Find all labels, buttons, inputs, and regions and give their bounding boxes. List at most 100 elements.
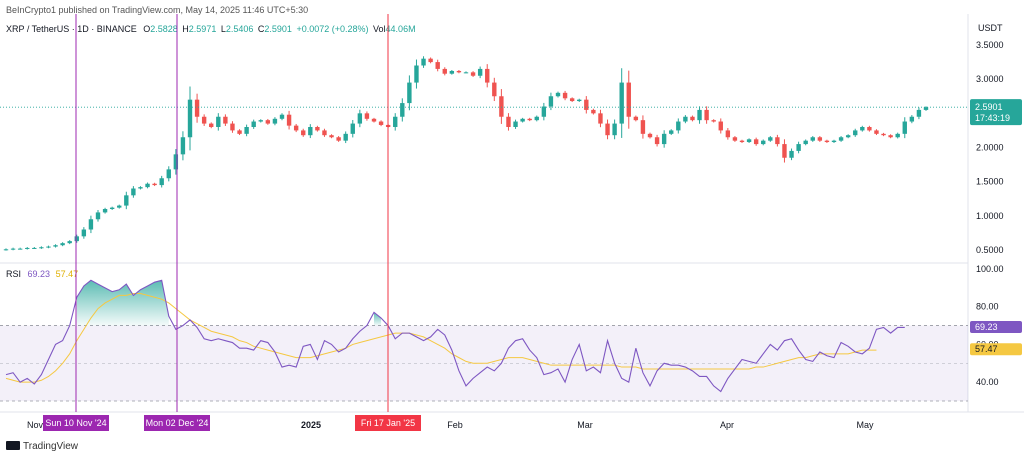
- candle-body: [845, 135, 851, 138]
- time-tick-label: Nov: [27, 420, 44, 430]
- candle-body: [329, 135, 334, 138]
- candle-body: [569, 98, 575, 102]
- candle-body: [753, 139, 759, 145]
- candle-body: [102, 209, 108, 213]
- candle-body: [591, 109, 596, 114]
- legend-vol-label: Vol: [373, 24, 386, 34]
- candle-body: [520, 118, 525, 122]
- candle-body: [187, 99, 193, 138]
- candle-body: [888, 135, 893, 138]
- legend-low: 2.5406: [225, 24, 254, 34]
- candle-body: [782, 144, 787, 158]
- candle-body: [527, 118, 532, 121]
- rsi-value-badge-label: 69.23: [975, 322, 998, 332]
- rsi-ma-value: 57.47: [55, 269, 79, 279]
- candle-body: [605, 123, 610, 136]
- candle-body: [442, 68, 447, 74]
- event-marker-badge: [43, 415, 109, 431]
- candle-body: [109, 207, 115, 209]
- candle-body: [428, 58, 433, 63]
- time-tick-label: Feb: [447, 420, 463, 430]
- last-price-badge: [970, 99, 1022, 126]
- candle-body: [633, 116, 639, 121]
- candle-body: [201, 116, 207, 124]
- publisher-info: BeInCrypto1 published on TradingView.com…: [6, 5, 309, 15]
- candle-body: [258, 120, 263, 122]
- candle-body: [718, 121, 723, 131]
- candle-body: [350, 123, 355, 134]
- price-legend: XRP / TetherUS · 1D · BINANCE O2.5828 H2…: [6, 24, 416, 34]
- candle-body: [548, 96, 554, 107]
- legend-low-label: L: [220, 24, 226, 34]
- candle-body: [357, 113, 363, 124]
- candle-body: [676, 121, 681, 131]
- candle-body: [725, 130, 731, 138]
- last-price-label: 2.5901: [975, 102, 1003, 112]
- candle-body: [732, 137, 738, 141]
- candle-body: [803, 140, 808, 145]
- legend-volume: 44.06M: [385, 24, 416, 34]
- candle-body: [216, 116, 221, 127]
- candle-body: [577, 99, 582, 102]
- candle-body: [923, 107, 929, 110]
- legend-change: +0.0072 (+0.28%): [296, 24, 369, 34]
- candle-body: [909, 116, 915, 122]
- candle-body: [690, 116, 695, 121]
- candle-body: [400, 103, 405, 117]
- candle-body: [824, 140, 830, 143]
- rsi-label[interactable]: RSI: [6, 269, 22, 279]
- price-tick-label: 3.0000: [976, 74, 1004, 84]
- event-marker-label: Sun 10 Nov '24: [45, 418, 106, 428]
- event-marker-badge: [144, 415, 210, 431]
- candle-body: [301, 130, 306, 136]
- candle-body: [485, 68, 490, 83]
- candle-body: [46, 246, 51, 248]
- candle-body: [853, 130, 858, 136]
- rsi-value: 69.23: [27, 269, 51, 279]
- legend-close-label: C: [257, 24, 265, 34]
- candle-body: [180, 137, 186, 155]
- candle-body: [711, 120, 716, 122]
- rsi-line: [5, 279, 905, 393]
- candle-body: [796, 144, 801, 151]
- candle-body: [371, 118, 377, 122]
- candle-body: [286, 114, 292, 126]
- candle-body: [895, 133, 900, 138]
- candle-body: [230, 123, 235, 131]
- rsi-tick-label: 80.00: [976, 302, 999, 312]
- legend-open-label: O: [143, 24, 151, 34]
- candle-body: [456, 70, 462, 73]
- candle-body: [598, 113, 603, 124]
- candle-body: [810, 137, 815, 141]
- candle-body: [166, 169, 171, 179]
- candle-body: [364, 113, 370, 119]
- candle-body: [173, 154, 179, 170]
- candle-body: [838, 137, 844, 141]
- candle-body: [470, 72, 476, 76]
- candle-body: [244, 127, 249, 134]
- candle-body: [53, 245, 58, 247]
- candle-body: [640, 120, 646, 134]
- candle-body: [138, 187, 143, 189]
- candle-body: [265, 120, 271, 124]
- candle-body: [421, 58, 426, 66]
- rsi-tick-label: 40.00: [976, 377, 999, 387]
- candle-body: [322, 130, 327, 136]
- legend-close: 2.5901: [264, 24, 292, 34]
- candle-body: [81, 229, 87, 237]
- candle-body: [279, 114, 285, 119]
- candle-body: [860, 127, 865, 131]
- candle-body: [159, 178, 164, 186]
- candle-body: [506, 116, 511, 127]
- candle-body: [831, 140, 837, 143]
- candle-body: [88, 219, 94, 230]
- rsi-overbought-fill: [76, 280, 169, 326]
- candle-body: [697, 109, 702, 121]
- candle-body: [3, 249, 9, 251]
- price-tick-label: 1.5000: [976, 177, 1004, 187]
- symbol-name[interactable]: XRP / TetherUS · 1D · BINANCE: [6, 24, 137, 34]
- rsi-ma-badge: [970, 343, 1022, 356]
- event-marker-label: Mon 02 Dec '24: [146, 418, 209, 428]
- tradingview-brand[interactable]: TradingView: [6, 441, 78, 452]
